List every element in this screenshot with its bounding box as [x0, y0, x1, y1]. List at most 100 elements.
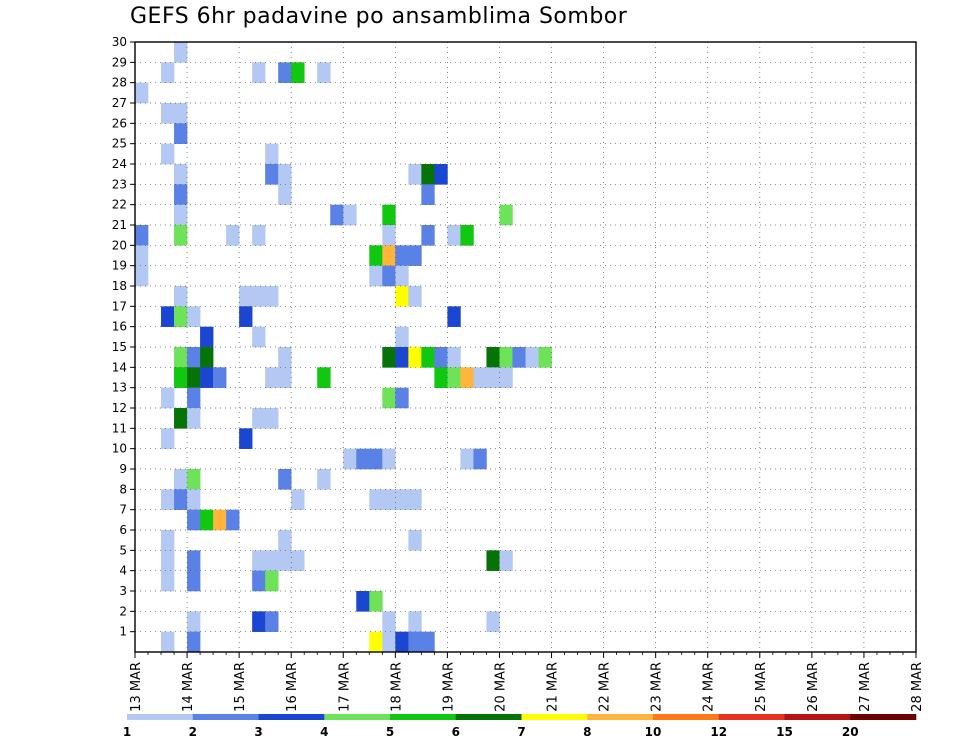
cell-19-20 — [382, 245, 396, 266]
cell-10-18 — [265, 286, 279, 307]
colorbar-label-5: 6 — [452, 725, 460, 739]
cell-4-4 — [187, 570, 201, 592]
cell-11-23 — [278, 184, 292, 205]
cell-9-12 — [252, 408, 266, 429]
cell-2-27 — [161, 103, 175, 124]
cell-9-5 — [252, 550, 266, 571]
y-tick-label-22: 22 — [112, 198, 127, 212]
cell-26-10 — [473, 448, 487, 470]
cell-3-21 — [174, 225, 188, 246]
colorbar-swatch-4 — [390, 714, 457, 720]
x-tick-label-8: 21 MAR — [546, 662, 561, 712]
cell-25-14 — [460, 367, 474, 388]
cell-10-12 — [265, 408, 279, 429]
cell-14-9 — [317, 469, 331, 490]
cell-19-2 — [382, 611, 396, 632]
colorbar-label-3: 4 — [320, 725, 328, 739]
cell-18-20 — [369, 245, 383, 266]
cells-layer — [135, 42, 552, 653]
y-tick-label-6: 6 — [119, 523, 127, 537]
y-tick-label-2: 2 — [119, 604, 127, 618]
cell-10-5 — [265, 550, 279, 571]
colorbar-swatch-8 — [653, 714, 720, 720]
y-tick-label-25: 25 — [112, 137, 127, 151]
cell-24-21 — [447, 225, 461, 246]
cell-27-2 — [486, 611, 500, 632]
cell-9-2 — [252, 611, 266, 632]
x-tick-label-7: 20 MAR — [493, 662, 508, 712]
y-tick-label-1: 1 — [119, 625, 127, 639]
cell-4-8 — [187, 489, 201, 510]
colorbar-label-10: 15 — [776, 725, 793, 739]
colorbar-swatch-2 — [258, 714, 325, 720]
cell-5-16 — [200, 326, 214, 348]
cell-23-15 — [434, 347, 448, 368]
colorbar-label-4: 5 — [386, 725, 394, 739]
x-axis: 13 MAR 14 MAR 15 MAR 16 MAR 17 MAR 18 MAR 19 M… — [129, 652, 925, 712]
colorbar-label-7: 8 — [583, 725, 591, 739]
cell-18-10 — [369, 448, 383, 470]
cell-7-7 — [226, 509, 240, 531]
y-tick-label-4: 4 — [119, 564, 127, 578]
cell-14-14 — [317, 367, 331, 388]
cell-19-13 — [382, 387, 396, 409]
cell-4-1 — [187, 631, 201, 653]
cell-3-9 — [174, 469, 188, 490]
cell-24-14 — [447, 367, 461, 388]
cell-22-24 — [421, 164, 435, 185]
cell-3-22 — [174, 204, 188, 226]
cell-16-22 — [343, 204, 357, 226]
y-tick-label-24: 24 — [112, 157, 127, 171]
colorbar-label-2: 3 — [254, 725, 262, 739]
cell-7-21 — [226, 225, 240, 246]
cell-24-15 — [447, 347, 461, 368]
cell-20-8 — [395, 489, 409, 510]
y-tick-label-17: 17 — [112, 299, 127, 313]
x-tick-label-13: 26 MAR — [806, 662, 821, 712]
cell-4-15 — [187, 347, 201, 368]
y-tick-label-11: 11 — [112, 421, 127, 435]
cell-23-24 — [434, 164, 448, 185]
colorbar-swatch-0 — [127, 714, 194, 720]
colorbar: 1 2 3 4 5 6 7 8 10 12 15 20 — [123, 714, 917, 739]
cell-4-13 — [187, 387, 201, 409]
cell-4-5 — [187, 550, 201, 571]
y-tick-label-15: 15 — [112, 340, 127, 354]
x-tick-label-4: 17 MAR — [337, 662, 352, 712]
cell-4-9 — [187, 469, 201, 490]
x-tick-label-15: 28 MAR — [910, 662, 925, 712]
cell-11-9 — [278, 469, 292, 490]
cell-20-16 — [395, 326, 409, 348]
cell-2-29 — [161, 62, 175, 83]
cell-3-8 — [174, 489, 188, 510]
cell-21-18 — [408, 286, 422, 307]
cell-21-20 — [408, 245, 422, 266]
y-tick-label-16: 16 — [112, 320, 127, 334]
y-tick-label-8: 8 — [119, 482, 127, 496]
cell-3-30 — [174, 42, 188, 63]
y-tick-label-29: 29 — [112, 55, 127, 69]
cell-31-15 — [538, 347, 552, 368]
colorbar-swatch-6 — [521, 714, 588, 720]
cell-18-19 — [369, 265, 383, 287]
cell-9-29 — [252, 62, 266, 83]
cell-10-4 — [265, 570, 279, 592]
cell-2-17 — [161, 306, 175, 327]
cell-20-18 — [395, 286, 409, 307]
cell-28-5 — [499, 550, 513, 571]
cell-10-2 — [265, 611, 279, 632]
cell-0-21 — [135, 225, 149, 246]
cell-0-19 — [135, 265, 149, 287]
x-tick-label-10: 23 MAR — [650, 662, 665, 712]
cell-3-12 — [174, 408, 188, 429]
cell-18-1 — [369, 631, 383, 653]
cell-9-16 — [252, 326, 266, 348]
cell-19-10 — [382, 448, 396, 470]
cell-3-24 — [174, 164, 188, 185]
cell-3-17 — [174, 306, 188, 327]
cell-20-19 — [395, 265, 409, 287]
cell-25-21 — [460, 225, 474, 246]
cell-27-5 — [486, 550, 500, 571]
cell-24-17 — [447, 306, 461, 327]
cell-2-5 — [161, 550, 175, 571]
